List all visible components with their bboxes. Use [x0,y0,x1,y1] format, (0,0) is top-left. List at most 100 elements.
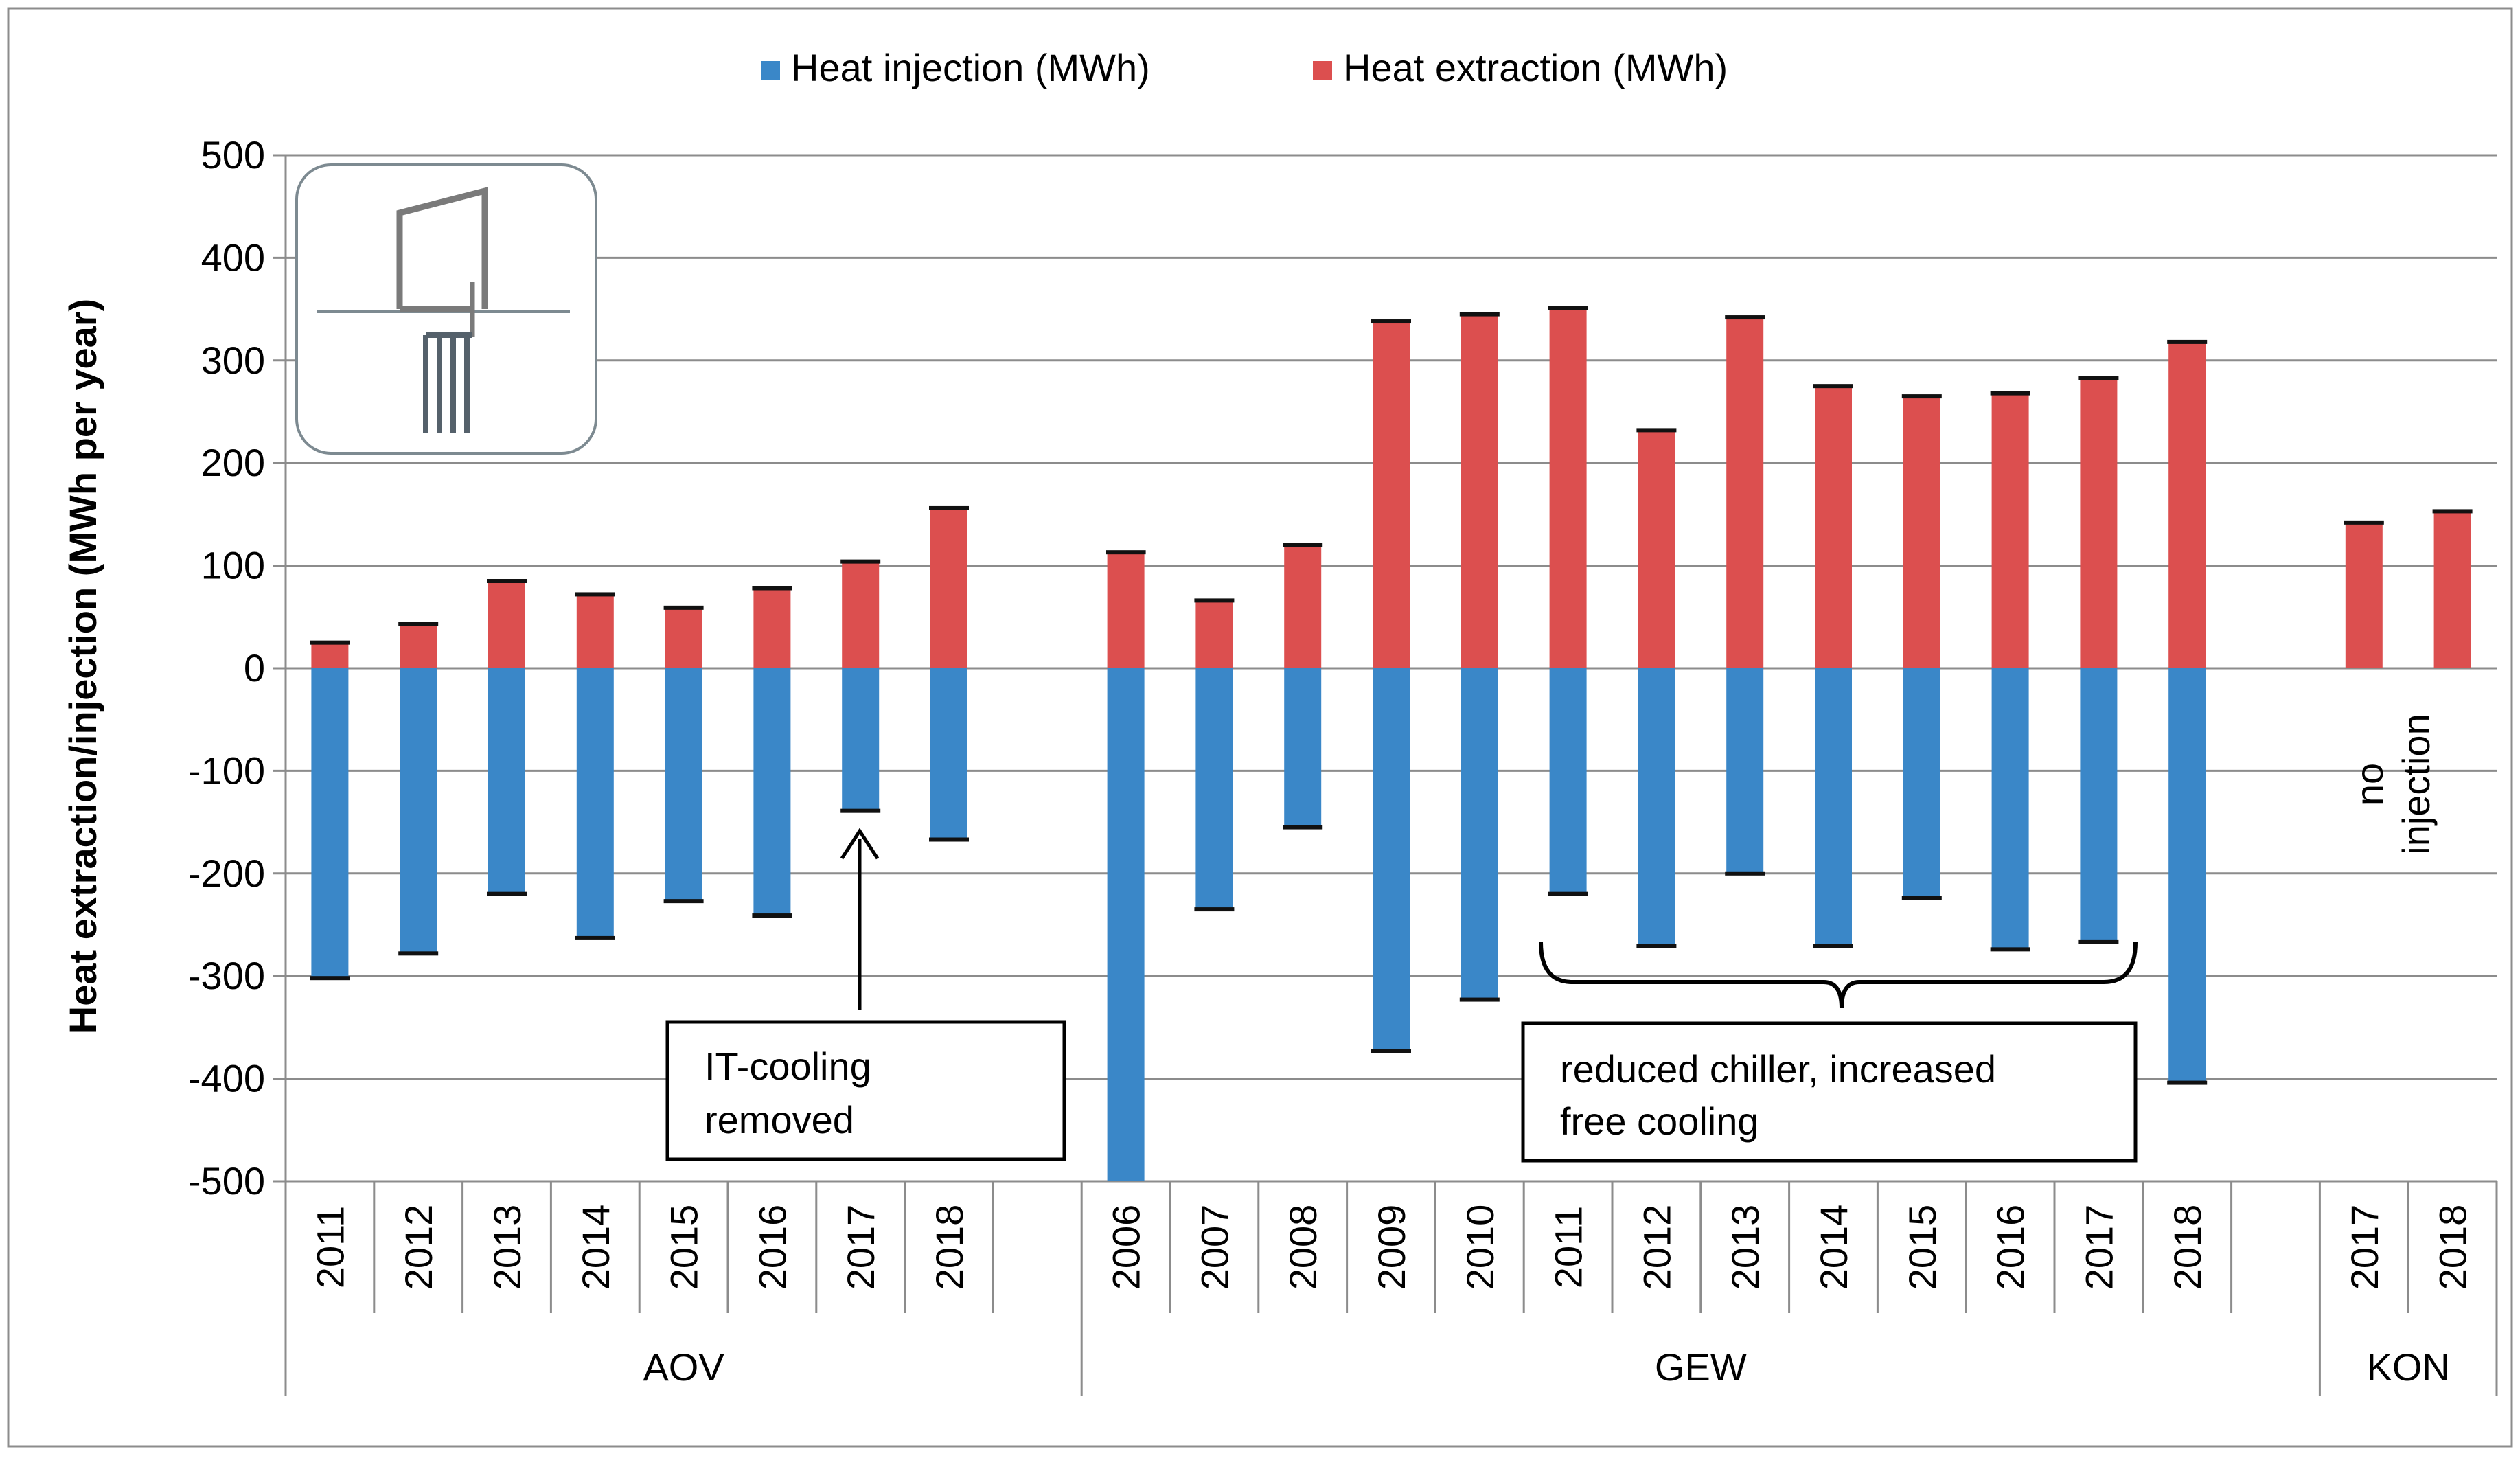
bar-cap [398,951,439,956]
injection-bar-16 [1726,668,1764,874]
category-label: 2015 [663,1205,706,1290]
category-label: 2014 [574,1205,617,1290]
legend-swatch-injection [761,61,780,80]
extraction-bar-17 [1815,386,1852,668]
injection-bar-11 [1284,668,1322,828]
extraction-bar-1 [400,624,437,668]
bar-cap [1725,315,1765,320]
extraction-bar-18 [1903,396,1940,668]
extraction-bar-5 [753,588,791,668]
bar-cap [1636,944,1677,948]
bar-cap [487,891,527,896]
y-tick-label: -400 [188,1057,265,1100]
y-tick-label: 400 [201,236,265,279]
it-cooling-line1: IT-cooling [705,1045,871,1088]
injection-bar-13 [1461,668,1498,1000]
injection-bar-10 [1195,668,1233,910]
bar-cap [1371,1049,1411,1053]
category-label: 2017 [839,1205,882,1290]
bar-cap [752,586,792,591]
category-label: 2017 [2077,1205,2120,1290]
bar-cap [663,605,704,610]
bar-cap [575,935,615,940]
extraction-bar-4 [665,607,702,668]
bar-cap [1459,997,1500,1002]
bar-cap [1901,394,1942,399]
group-label-gew: GEW [1655,1345,1747,1389]
injection-bar-15 [1638,668,1675,946]
injection-bar-1 [400,668,437,954]
category-label: 2015 [1901,1205,1944,1290]
y-tick-label: 200 [201,441,265,484]
bar-cap [1548,891,1588,896]
reduced-chiller-annotation: reduced chiller, increased free cooling [1521,942,2138,1163]
bar-cap [1990,947,2030,952]
tick-layer: 500 400 300 200 100 0 -100 -200 -300 -400 -500 [188,133,286,1203]
bar-cap [929,505,969,510]
y-tick-label: -200 [188,852,265,895]
extraction-bar-7 [930,508,967,668]
extraction-bar-15 [1638,430,1675,668]
bar-cap [1725,871,1765,876]
bar-cap [310,640,350,645]
injection-bar-0 [311,668,349,979]
y-tick-label: 0 [244,646,265,690]
injection-bar-18 [1903,668,1940,898]
bar-cap [2167,1080,2208,1085]
category-label: 2016 [1989,1205,2032,1290]
bar-cap [2344,520,2384,525]
bar-cap [575,592,615,597]
bar-cap [2078,376,2119,380]
bar-cap [487,579,527,584]
extraction-bar-24 [2433,511,2471,668]
legend: Heat injection (MWh) Heat extraction (MW… [761,46,1728,89]
category-label: 2018 [2431,1205,2475,1290]
bar-cap [1459,312,1500,317]
category-label: 2012 [1635,1205,1678,1290]
injection-bar-19 [1991,668,2029,950]
injection-bar-9 [1107,668,1145,1181]
it-cooling-box [665,1020,1066,1161]
bar-cap [840,808,881,813]
injection-bar-20 [2080,668,2118,942]
reduced-chiller-box [1521,1021,2138,1163]
injection-bar-4 [665,668,702,902]
bar-cap [1371,319,1411,324]
group-label-kon: KON [2367,1345,2450,1389]
y-tick-label: -100 [188,749,265,792]
no-injection-line1: no [2348,763,2391,806]
group-label-aov: AOV [643,1345,724,1389]
bar-cap [840,559,881,564]
bar-cap [1990,391,2030,396]
bar-cap [1636,428,1677,433]
bar-cap [1283,543,1323,547]
y-tick-label: 500 [201,133,265,176]
category-label: 2011 [308,1206,352,1288]
injection-bar-5 [753,668,791,916]
extraction-bar-12 [1373,321,1410,668]
y-axis-title: Heat extraction/injection (MWh per year) [61,299,104,1034]
bar-layer [310,306,2473,1181]
category-label: 2013 [485,1205,529,1290]
bar-cap [2078,939,2119,944]
category-label: 2008 [1281,1205,1325,1290]
extraction-bar-19 [1991,393,2029,668]
extraction-bar-11 [1284,545,1322,668]
category-label: 2010 [1458,1205,1502,1290]
legend-label-extraction: Heat extraction (MWh) [1343,46,1728,89]
legend-swatch-extraction [1313,61,1332,80]
bar-cap [2167,339,2208,344]
bar-cap [1548,306,1588,310]
category-label: 2009 [1370,1205,1413,1290]
injection-bar-3 [576,668,614,938]
injection-bar-6 [842,668,880,811]
category-label: 2018 [928,1205,971,1290]
bar-cap [310,976,350,981]
bar-cap [1194,598,1235,603]
injection-bar-14 [1549,668,1587,894]
extraction-bar-0 [311,642,349,668]
injection-bar-21 [2168,668,2206,1083]
bar-cap [2432,509,2473,514]
